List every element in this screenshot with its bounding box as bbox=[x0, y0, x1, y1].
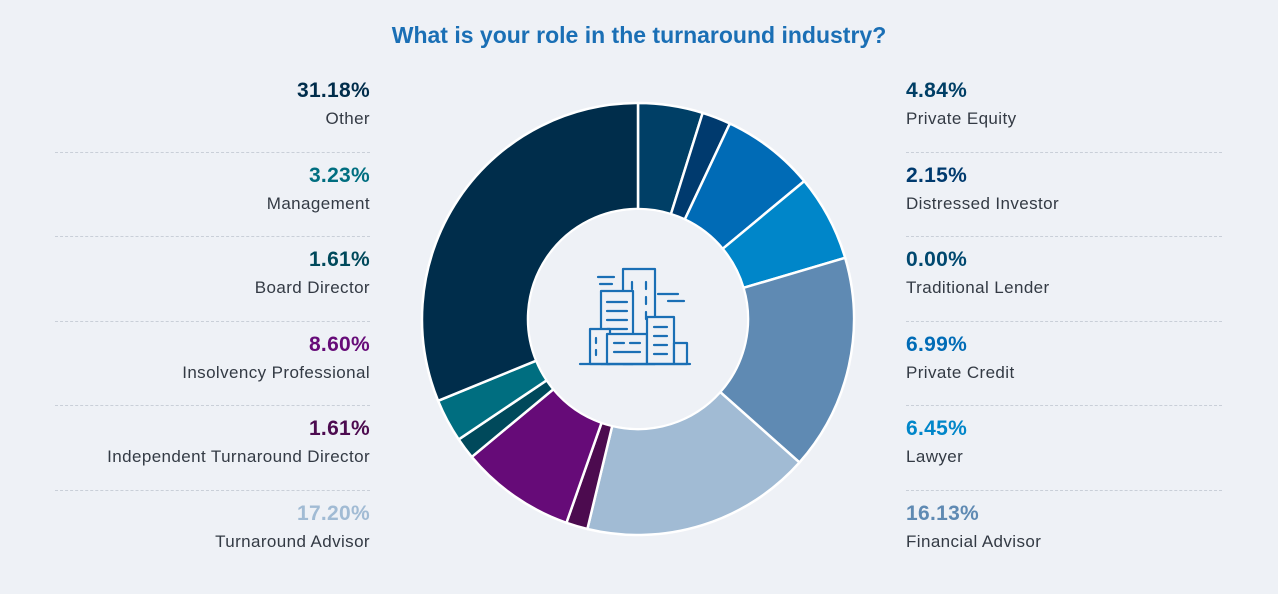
legend-label: Traditional Lender bbox=[906, 278, 1050, 297]
legend-label: Turnaround Advisor bbox=[215, 531, 370, 551]
legend-entry-private-equity: 4.84% Private Equity bbox=[906, 68, 1222, 153]
legend-label: Board Director bbox=[254, 278, 370, 297]
donut-slice-financial-advisor bbox=[718, 256, 856, 464]
legend-label: Insolvency Professional bbox=[182, 362, 370, 382]
legend-entry-management: 3.23% Management bbox=[55, 153, 370, 238]
data-label: 16.13% bbox=[906, 501, 980, 525]
office-buildings-icon bbox=[578, 267, 692, 366]
data-label: 6.99% bbox=[906, 332, 968, 356]
donut-slice-turnaround-advisor bbox=[586, 390, 801, 537]
data-label: 3.23% bbox=[308, 163, 370, 187]
legend-label: Private Credit bbox=[906, 362, 1015, 382]
legend-label: Financial Advisor bbox=[906, 531, 1042, 551]
data-label: 6.45% bbox=[906, 417, 968, 440]
legend-entry-turnaround-advisor: 17.20% Turnaround Advisor bbox=[55, 491, 370, 576]
chart-title: What is your role in the turnaround indu… bbox=[391, 22, 887, 48]
legend-label: Management bbox=[266, 193, 370, 213]
legend-entry-lawyer: 6.45% Lawyer bbox=[906, 406, 1222, 491]
legend-label: Other bbox=[325, 109, 370, 128]
legend-label: Distressed Investor bbox=[906, 193, 1060, 213]
legend-entry-independent-turnaround-director: 1.61% Independent Turnaround Director bbox=[55, 406, 370, 491]
data-label: 17.20% bbox=[296, 501, 370, 525]
legend-entry-distressed-investor: 2.15% Distressed Investor bbox=[906, 153, 1222, 238]
data-label: 31.18% bbox=[296, 79, 370, 102]
data-label: 1.61% bbox=[308, 248, 370, 271]
donut-slice-other bbox=[420, 101, 640, 403]
legend-entry-financial-advisor: 16.13% Financial Advisor bbox=[906, 491, 1222, 576]
data-label: 8.60% bbox=[308, 332, 370, 356]
legend-right-column: 4.84% Private Equity 2.15% Distressed Inves… bbox=[906, 68, 1222, 575]
data-label: 0.00% bbox=[906, 248, 968, 271]
legend-entry-board-director: 1.61% Board Director bbox=[55, 237, 370, 322]
legend-entry-traditional-lender: 0.00% Traditional Lender bbox=[906, 237, 1222, 322]
legend-entry-private-credit: 6.99% Private Credit bbox=[906, 322, 1222, 407]
legend-entry-insolvency-professional: 8.60% Insolvency Professional bbox=[55, 322, 370, 407]
data-label: 1.61% bbox=[308, 417, 370, 440]
legend-entry-other: 31.18% Other bbox=[55, 68, 370, 153]
data-label: 2.15% bbox=[906, 163, 968, 187]
legend-label: Lawyer bbox=[906, 447, 964, 466]
data-label: 4.84% bbox=[906, 79, 968, 102]
legend-left-column: 31.18% Other 3.23% Management 1.61% Board Dir… bbox=[55, 68, 370, 575]
legend-label: Independent Turnaround Director bbox=[107, 447, 370, 466]
legend-label: Private Equity bbox=[906, 109, 1017, 128]
